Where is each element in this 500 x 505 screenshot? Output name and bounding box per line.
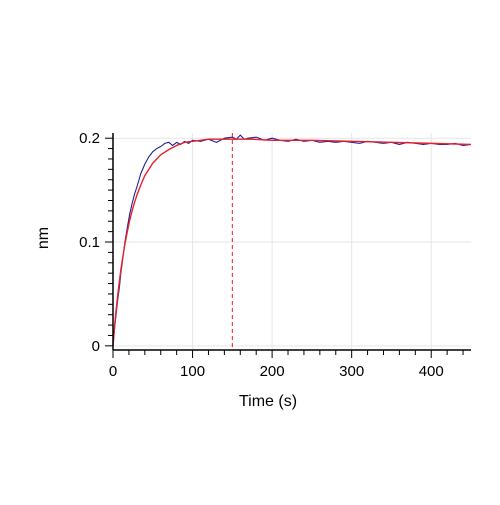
y-tick-label: 0 xyxy=(92,338,100,355)
tick-layer: 0 100 200 300 400 0 0.1 0.2 xyxy=(79,130,464,380)
y-tick-label: 0.2 xyxy=(79,130,100,147)
x-tick-label: 200 xyxy=(260,363,285,380)
x-tick-label: 300 xyxy=(339,363,364,380)
y-tick-label: 0.1 xyxy=(79,234,100,251)
y-axis-label: nm xyxy=(35,227,52,249)
series-layer xyxy=(112,134,472,346)
measured-trace xyxy=(112,134,472,346)
marker-layer xyxy=(112,133,233,350)
x-tick-label: 400 xyxy=(419,363,444,380)
grid-layer xyxy=(113,133,471,350)
x-axis-label: Time (s) xyxy=(239,393,297,410)
x-tick-label: 100 xyxy=(180,363,205,380)
axis-layer xyxy=(112,133,471,351)
fit-curve xyxy=(112,138,472,346)
x-tick-label: 0 xyxy=(109,363,117,380)
